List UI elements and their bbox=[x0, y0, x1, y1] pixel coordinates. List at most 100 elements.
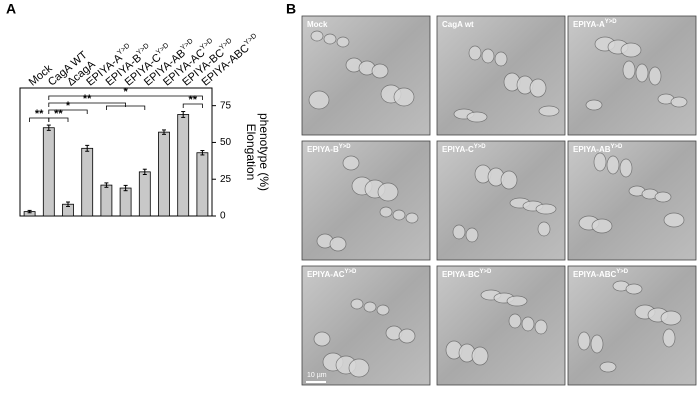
significance-label: ** bbox=[35, 108, 44, 120]
label-sup: Y>D bbox=[474, 144, 487, 150]
label-sup: Y>D bbox=[243, 32, 258, 46]
label-sup: Y>D bbox=[155, 42, 170, 56]
error-bar bbox=[104, 182, 109, 188]
error-bar bbox=[200, 150, 205, 156]
label-base: EPIYA-A bbox=[573, 20, 605, 29]
cell bbox=[405, 212, 419, 224]
significance-label: * bbox=[123, 86, 128, 98]
cell bbox=[663, 212, 685, 228]
bar bbox=[119, 187, 132, 217]
y-tick-label: 75 bbox=[220, 100, 232, 111]
cell bbox=[622, 60, 636, 80]
y-tick-label: 25 bbox=[220, 174, 232, 185]
y-tick-label: 0 bbox=[220, 211, 226, 222]
bar bbox=[177, 114, 190, 217]
cell bbox=[577, 331, 591, 351]
label-sup: Y>D bbox=[116, 42, 131, 56]
micrograph bbox=[301, 15, 431, 136]
significance-label: ** bbox=[189, 94, 198, 106]
label-sup: Y>D bbox=[345, 269, 358, 275]
micrograph-label: EPIYA-BCY>D bbox=[442, 269, 492, 280]
error-bar bbox=[181, 111, 186, 118]
label-sup: Y>D bbox=[199, 37, 214, 51]
bar bbox=[100, 184, 113, 217]
significance-bracket bbox=[182, 103, 203, 108]
cell bbox=[535, 203, 557, 215]
cell bbox=[363, 301, 377, 313]
significance-bracket bbox=[48, 109, 88, 114]
cell bbox=[635, 63, 649, 83]
y-axis-label: Elongation bbox=[244, 124, 258, 181]
label-base: EPIYA-B bbox=[307, 145, 339, 154]
micrograph bbox=[567, 15, 697, 136]
bar bbox=[158, 131, 170, 217]
error-bar bbox=[46, 124, 51, 131]
cell bbox=[452, 224, 466, 240]
group-bracket bbox=[106, 105, 146, 110]
micrograph-label: EPIYA-CY>D bbox=[442, 144, 486, 155]
significance-label: * bbox=[66, 100, 71, 112]
label-sup: Y>D bbox=[611, 144, 624, 150]
cell bbox=[599, 361, 617, 373]
cell bbox=[662, 328, 676, 348]
cell bbox=[481, 48, 495, 64]
label-sup: Y>D bbox=[339, 144, 352, 150]
cell bbox=[500, 170, 518, 190]
cell bbox=[393, 87, 415, 107]
cell bbox=[590, 334, 604, 354]
label-base: EPIYA-AC bbox=[307, 270, 345, 279]
cell bbox=[348, 358, 370, 378]
cell bbox=[521, 316, 535, 332]
label-sup: Y>D bbox=[616, 269, 629, 275]
error-bar bbox=[85, 144, 90, 152]
cell bbox=[506, 295, 528, 307]
bar bbox=[196, 152, 209, 217]
micrograph-image bbox=[436, 140, 566, 261]
y-tick-label: 50 bbox=[220, 137, 232, 148]
cell bbox=[620, 42, 642, 58]
cell bbox=[313, 331, 331, 347]
cell bbox=[585, 99, 603, 111]
cell bbox=[329, 236, 347, 252]
micrograph-image bbox=[436, 265, 566, 386]
cell bbox=[648, 66, 662, 86]
micrograph bbox=[436, 140, 566, 261]
micrograph-label: CagA wt bbox=[442, 20, 474, 29]
cell bbox=[529, 78, 547, 98]
significance-label: ** bbox=[83, 93, 92, 105]
label-base: EPIYA-BC bbox=[442, 270, 480, 279]
significance-bracket bbox=[48, 95, 203, 100]
bar bbox=[138, 171, 151, 217]
plot-frame bbox=[19, 87, 213, 217]
cell bbox=[376, 304, 390, 316]
cell bbox=[350, 298, 364, 310]
error-bar bbox=[123, 184, 128, 192]
y-axis-label: phenotype (%) bbox=[257, 113, 271, 191]
micrograph bbox=[301, 265, 431, 386]
error-bar bbox=[162, 129, 166, 135]
label-sup: Y>D bbox=[135, 42, 150, 56]
significance-bracket bbox=[48, 117, 69, 122]
significance-bracket bbox=[48, 102, 126, 107]
error-bar bbox=[142, 168, 147, 176]
cell bbox=[336, 36, 350, 48]
label-sup: Y>D bbox=[480, 269, 493, 275]
cell bbox=[625, 283, 643, 295]
label-sup: Y>D bbox=[218, 37, 233, 51]
cell bbox=[392, 209, 406, 221]
cell bbox=[534, 319, 548, 335]
error-bar bbox=[66, 201, 70, 207]
label-sup: Y>D bbox=[179, 38, 194, 52]
cell bbox=[660, 310, 682, 326]
cell bbox=[670, 96, 688, 108]
micrograph-label: EPIYA-ABY>D bbox=[573, 144, 623, 155]
cell bbox=[619, 158, 633, 178]
micrograph bbox=[436, 265, 566, 386]
cell bbox=[538, 105, 560, 117]
scale-bar-label: 10 µm bbox=[307, 372, 327, 379]
error-bar bbox=[27, 209, 32, 214]
cell bbox=[508, 313, 522, 329]
cell bbox=[466, 111, 488, 123]
cell bbox=[371, 63, 389, 79]
